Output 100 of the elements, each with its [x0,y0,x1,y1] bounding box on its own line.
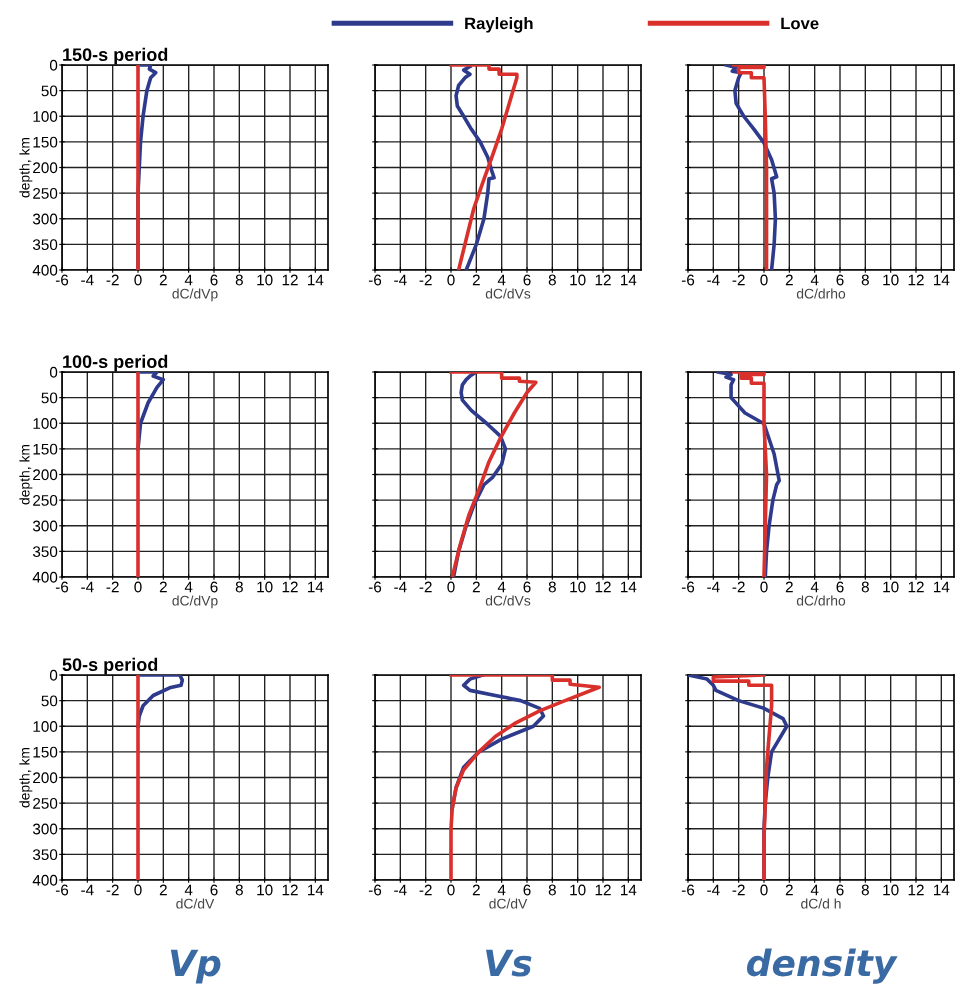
x-tick-label: 0 [760,581,768,593]
y-axis-title: depth, km [19,444,33,505]
chart-title: 150-s period [63,47,168,65]
x-tick-label: 8 [548,884,556,896]
x-tick-label: -4 [81,884,94,896]
y-tick-label: 150 [33,443,58,455]
y-tick-label: 150 [33,136,58,148]
x-tick-label: 10 [570,581,586,593]
x-tick-label: 6 [210,274,218,286]
y-tick-label: 250 [33,494,58,506]
x-axis-title: dC/dV [489,898,528,909]
x-tick-label: 12 [908,581,924,593]
text: Vp [170,949,221,984]
x-tick-label: 14 [308,884,324,896]
x-axis-title: dC/dVs [485,595,531,606]
x-tick-label: 2 [159,581,167,593]
x-tick-label: 2 [159,884,167,896]
x-tick-label: 6 [523,581,531,593]
x-tick-label: 12 [282,274,298,286]
x-tick-label: 10 [257,884,273,896]
x-tick-label: 8 [235,274,243,286]
x-tick-label: -4 [394,884,407,896]
x-tick-label: 4 [184,274,193,286]
x-tick-label: 14 [621,274,637,286]
x-tick-label: 10 [570,884,586,896]
x-tick-label: 0 [447,274,455,286]
y-tick-label: 0 [49,59,58,71]
x-tick-label: 14 [934,274,950,286]
x-tick-label: 4 [810,581,819,593]
x-tick-label: 4 [810,274,819,286]
x-tick-label: 4 [497,581,506,593]
x-tick-label: 4 [184,884,193,896]
x-tick-label: 6 [210,581,218,593]
x-tick-label: 14 [621,581,637,593]
y-tick-label: 200 [33,469,58,481]
x-axis-title: dC/d h [801,898,841,909]
y-tick-label: 400 [32,571,58,583]
x-tick-label: 6 [523,274,531,286]
x-tick-label: -6 [368,274,382,286]
x-tick-label: -6 [55,274,69,286]
x-tick-label: 0 [134,274,142,286]
x-tick-label: 14 [308,274,324,286]
y-tick-label: 150 [33,746,58,758]
y-tick-label: 50 [41,85,58,97]
x-tick-label: 8 [861,884,869,896]
y-tick-label: 250 [33,797,58,809]
x-tick-label: -4 [707,274,720,286]
x-tick-label: -2 [106,884,119,896]
chart-title: 50-s period [62,657,158,675]
x-tick-label: 8 [861,581,869,593]
x-tick-label: -2 [106,274,119,286]
y-axis-title: depth, km [19,137,33,198]
y-tick-label: 100 [33,418,58,429]
x-tick-label: 2 [785,581,793,593]
x-tick-label: 4 [184,581,193,593]
x-tick-label: 8 [548,274,556,286]
x-axis-title: dC/dVs [485,288,531,299]
x-tick-label: 0 [134,581,142,593]
x-tick-label: -2 [732,274,745,286]
x-axis-title: dC/dVp [172,288,218,302]
x-tick-label: 8 [235,884,243,896]
x-tick-label: 10 [257,581,273,593]
x-tick-label: 14 [308,581,324,593]
x-tick-label: 4 [497,274,506,286]
x-tick-label: -4 [707,884,720,896]
y-tick-label: 0 [49,669,58,681]
text: density [746,948,898,984]
x-tick-label: 2 [472,884,480,896]
x-tick-label: -4 [81,274,94,286]
x-tick-label: -6 [368,884,382,896]
x-tick-label: 0 [447,581,455,593]
x-tick-label: -2 [419,581,432,593]
x-tick-label: 12 [908,884,924,896]
x-tick-label: -2 [732,581,745,593]
y-tick-label: 300 [32,213,58,225]
x-tick-label: 8 [235,581,243,593]
chart-title: 100-s period [63,354,168,372]
x-tick-label: 0 [447,884,455,896]
y-tick-label: 50 [41,695,58,707]
y-tick-label: 300 [32,823,58,835]
x-tick-label: 4 [497,884,506,896]
x-tick-label: -6 [368,581,382,593]
x-tick-label: 2 [159,274,167,286]
x-tick-label: 8 [548,581,556,593]
x-tick-label: 0 [134,884,142,896]
x-axis-title: dC/drho [796,288,846,299]
x-tick-label: 12 [282,884,298,896]
x-axis-title: dC/drho [796,595,846,606]
x-tick-label: 10 [883,274,899,286]
x-tick-label: 6 [836,274,844,286]
y-tick-label: 100 [33,111,58,122]
x-tick-label: -2 [419,884,432,896]
x-tick-label: 6 [836,884,844,896]
x-tick-label: 2 [785,274,793,286]
y-tick-label: 50 [41,392,58,404]
x-tick-label: -2 [106,581,119,593]
x-tick-label: -4 [394,274,407,286]
x-tick-label: 0 [760,274,768,286]
x-tick-label: 2 [472,581,480,593]
x-axis-title: dC/dV [176,898,215,909]
